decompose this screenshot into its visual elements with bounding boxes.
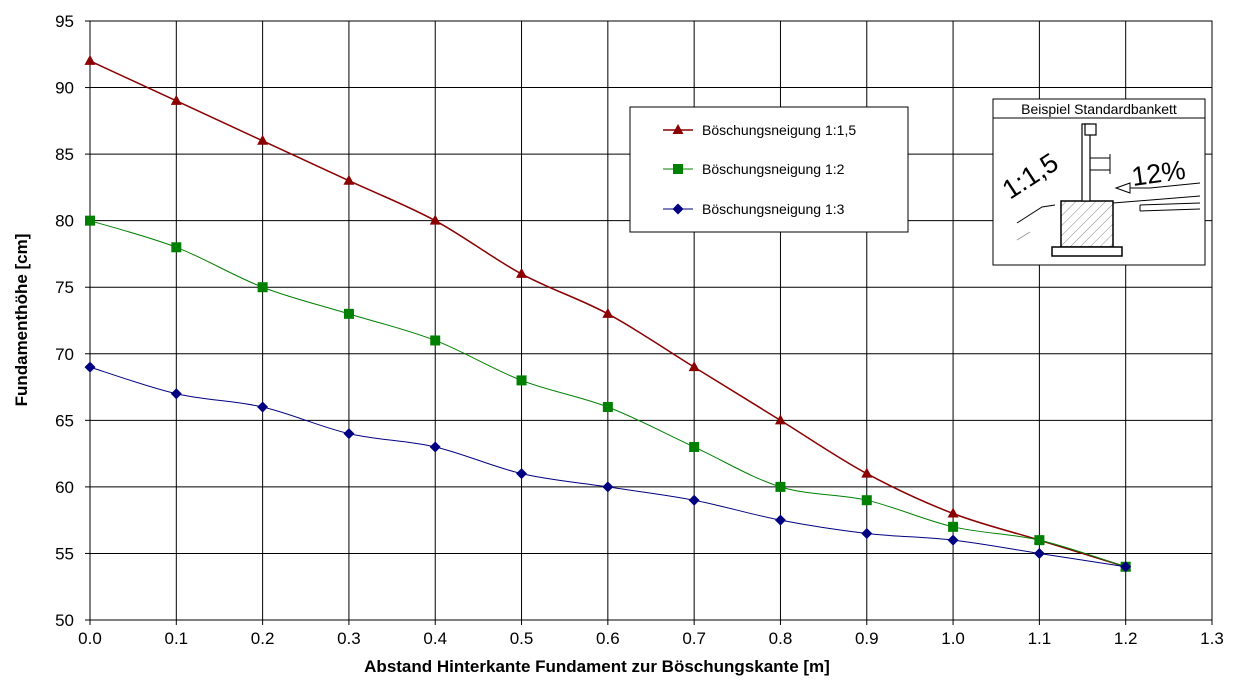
data-point-square	[343, 308, 354, 319]
x-tick-label: 0.5	[510, 629, 534, 648]
x-tick-label: 0.3	[337, 629, 361, 648]
inset-slope-hint	[1016, 231, 1031, 241]
data-point-square	[689, 441, 700, 452]
inset-slope-line	[1016, 204, 1056, 224]
inset-road-line-2	[1139, 202, 1201, 206]
data-point-triangle	[429, 214, 441, 225]
x-tick-label: 0.8	[769, 629, 793, 648]
x-tick-label: 0.7	[682, 629, 706, 648]
data-point-diamond	[1120, 561, 1132, 573]
data-point-diamond	[602, 481, 614, 493]
legend-marker-square	[673, 164, 683, 174]
x-tick-label: 0.4	[423, 629, 447, 648]
inset-foundation	[1060, 200, 1114, 248]
data-point-square	[171, 242, 182, 253]
y-tick-label: 85	[55, 145, 74, 164]
inset-footing	[1051, 246, 1123, 257]
inset-road-line-3	[1139, 208, 1201, 212]
data-point-triangle	[774, 414, 786, 425]
data-point-triangle	[170, 94, 182, 105]
x-tick-label: 1.3	[1200, 629, 1224, 648]
inset-arrow-tail	[1149, 182, 1201, 189]
y-axis-title: Fundamenthöhe [cm]	[12, 234, 31, 407]
data-point-square	[948, 521, 959, 532]
x-tick-label: 0.6	[596, 629, 620, 648]
y-tick-label: 80	[55, 212, 74, 231]
inset-illustration: Beispiel Standardbankett 1:1,5 12%	[992, 98, 1206, 266]
legend-marker-triangle	[672, 124, 684, 134]
data-point-diamond	[257, 401, 269, 413]
data-point-triangle	[516, 267, 528, 278]
data-point-triangle	[861, 467, 873, 478]
x-tick-label: 1.0	[941, 629, 965, 648]
data-point-square	[257, 282, 268, 293]
x-tick-label: 0.1	[164, 629, 188, 648]
data-point-square	[602, 402, 613, 413]
data-point-diamond	[343, 428, 355, 440]
legend-label-3: Böschungsneigung 1:3	[702, 201, 845, 217]
inset-grade-label: 12%	[1130, 155, 1188, 192]
data-point-triangle	[688, 361, 700, 372]
legend-marker-diamond	[672, 203, 684, 215]
data-point-triangle	[84, 54, 96, 65]
y-tick-label: 95	[55, 12, 74, 31]
data-point-square	[775, 481, 786, 492]
plot-frame	[89, 20, 1213, 621]
data-point-square	[1034, 535, 1045, 546]
data-point-diamond	[774, 514, 786, 526]
inset-title: Beispiel Standardbankett	[1021, 101, 1177, 117]
data-point-diamond	[688, 494, 700, 506]
y-tick-label: 90	[55, 79, 74, 98]
x-axis-title: Abstand Hinterkante Fundament zur Böschu…	[364, 657, 830, 676]
y-tick-label: 65	[55, 411, 74, 430]
data-point-square	[516, 375, 527, 386]
inset-title-box	[992, 98, 1206, 119]
data-point-triangle	[257, 134, 269, 145]
data-point-diamond	[429, 441, 441, 453]
inset-arrow-head	[1114, 182, 1131, 194]
data-point-diamond	[516, 468, 528, 480]
legend: Böschungsneigung 1:1,5 Böschungsneigung …	[629, 106, 909, 233]
legend-label-1: Böschungsneigung 1:1,5	[702, 122, 856, 138]
data-point-triangle	[343, 174, 355, 185]
y-tick-label: 70	[55, 345, 74, 364]
data-point-diamond	[861, 527, 873, 539]
data-point-square	[861, 495, 872, 506]
y-tick-label: 50	[55, 611, 74, 630]
inset-post-cap	[1084, 123, 1097, 136]
x-tick-label: 0.0	[78, 629, 102, 648]
x-tick-label: 0.9	[855, 629, 879, 648]
inset-road-line	[1112, 195, 1201, 204]
x-tick-label: 0.2	[251, 629, 275, 648]
y-tick-label: 75	[55, 278, 74, 297]
data-point-diamond	[84, 361, 96, 373]
data-point-triangle	[602, 307, 614, 318]
y-tick-label: 60	[55, 478, 74, 497]
x-tick-label: 1.1	[1028, 629, 1052, 648]
data-point-square	[85, 215, 95, 226]
series-3	[84, 361, 1132, 573]
x-tick-label: 1.2	[1114, 629, 1138, 648]
tick-labels: 0.0 0.1 0.2 0.3 0.4 0.5 0.6 0.7 0.8 0.9 1.0 1.1 1.2 1…	[55, 12, 1224, 648]
data-point-diamond	[1033, 547, 1045, 559]
data-point-triangle	[947, 507, 959, 518]
series-layer	[84, 54, 1132, 573]
legend-label-2: Böschungsneigung 1:2	[702, 161, 845, 177]
data-point-square	[430, 335, 441, 346]
data-point-diamond	[947, 534, 959, 546]
y-tick-label: 55	[55, 544, 74, 563]
data-point-diamond	[170, 388, 182, 400]
